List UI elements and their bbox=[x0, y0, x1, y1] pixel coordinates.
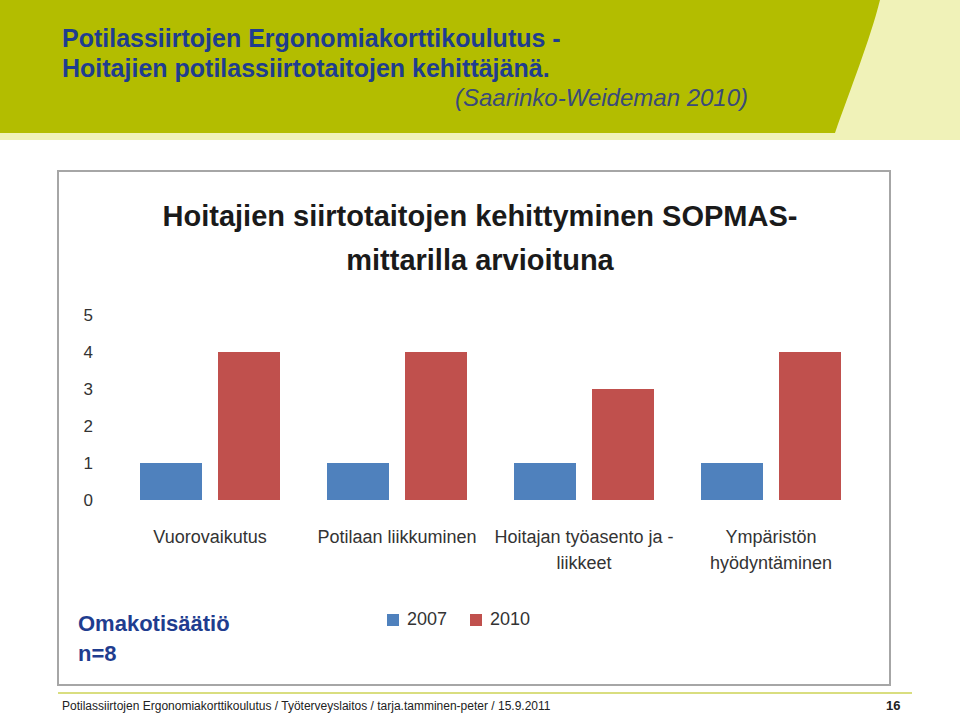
bars bbox=[140, 352, 841, 500]
y-tick-label: 0 bbox=[84, 491, 93, 510]
sample-note: Omakotisäätiö bbox=[78, 611, 230, 637]
y-tick-label: 1 bbox=[84, 454, 93, 473]
bar bbox=[514, 463, 576, 500]
bar bbox=[701, 463, 763, 500]
x-tick-label: Ympäristön hyödyntäminen bbox=[679, 524, 863, 576]
header-light bbox=[0, 0, 960, 140]
legend-label: 2007 bbox=[407, 609, 447, 630]
legend-label: 2010 bbox=[490, 609, 530, 630]
y-tick-label: 4 bbox=[84, 343, 93, 362]
x-tick-label: Vuorovaikutus bbox=[118, 524, 302, 550]
footer-text: Potilassiirtojen Ergonomiakorttikoulutus… bbox=[62, 699, 550, 713]
legend-swatch bbox=[387, 614, 399, 626]
bar bbox=[779, 352, 841, 500]
chart-frame bbox=[58, 171, 890, 685]
header-band bbox=[0, 0, 880, 133]
x-tick-label: Potilaan liikkuminen bbox=[305, 524, 489, 550]
bar bbox=[140, 463, 202, 500]
citation: (Saarinko-Weideman 2010) bbox=[455, 84, 748, 112]
y-tick-label: 5 bbox=[84, 306, 93, 325]
sample-note: n=8 bbox=[78, 641, 117, 667]
footer-rule bbox=[58, 693, 912, 694]
slide-title: Hoitajien potilassiirtotaitojen kehittäj… bbox=[62, 54, 550, 83]
page-number: 16 bbox=[886, 698, 900, 713]
chart-title: Hoitajien siirtotaitojen kehittyminen SO… bbox=[150, 194, 810, 282]
bar bbox=[592, 389, 654, 500]
y-tick-label: 2 bbox=[84, 417, 93, 436]
bar bbox=[218, 352, 280, 500]
legend-swatch bbox=[470, 614, 482, 626]
bar bbox=[327, 463, 389, 500]
bar bbox=[405, 352, 467, 500]
x-tick-label: Hoitajan työasento ja -liikkeet bbox=[492, 524, 676, 576]
slide-title: Potilassiirtojen Ergonomiakorttikoulutus… bbox=[62, 24, 561, 53]
y-tick-label: 3 bbox=[84, 380, 93, 399]
